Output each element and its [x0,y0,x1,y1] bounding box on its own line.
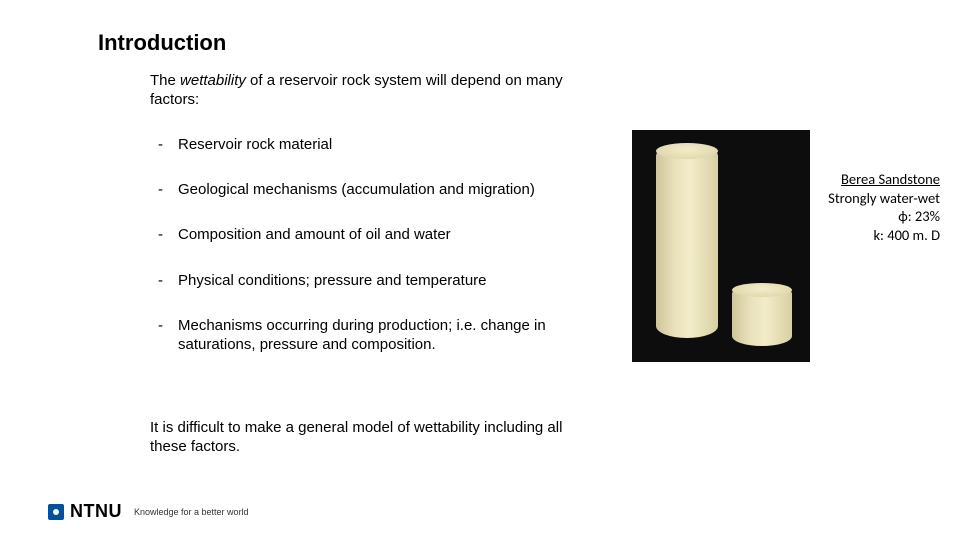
intro-italic-word: wettability [180,72,246,89]
slide-title: Introduction [98,30,226,56]
factor-item: Physical conditions; pressure and temper… [158,271,588,290]
intro-text: The wettability of a reservoir rock syst… [150,72,590,110]
sample-name: Berea Sandstone [812,170,940,189]
sample-porosity: ϕ: 23% [812,207,940,226]
footer: NTNU Knowledge for a better world [48,501,249,522]
sample-wettability: Strongly water-wet [812,189,940,208]
core-sample-short [732,284,792,346]
factor-item: Mechanisms occurring during production; … [158,316,588,354]
core-sample-tall [656,144,718,338]
footer-tagline: Knowledge for a better world [134,507,249,517]
sample-photo [632,130,810,362]
ntnu-logo: NTNU [48,501,122,522]
closing-text: It is difficult to make a general model … [150,418,590,456]
ntnu-logo-icon [48,504,64,520]
sample-permeability: k: 400 m. D [812,226,940,245]
factor-item: Reservoir rock material [158,135,588,154]
intro-pre: The [150,72,180,89]
factor-item: Composition and amount of oil and water [158,225,588,244]
factor-item: Geological mechanisms (accumulation and … [158,180,588,199]
ntnu-logo-text: NTNU [70,501,122,522]
sample-label: Berea Sandstone Strongly water-wet ϕ: 23… [812,170,940,244]
factor-list: Reservoir rock material Geological mecha… [158,135,588,380]
